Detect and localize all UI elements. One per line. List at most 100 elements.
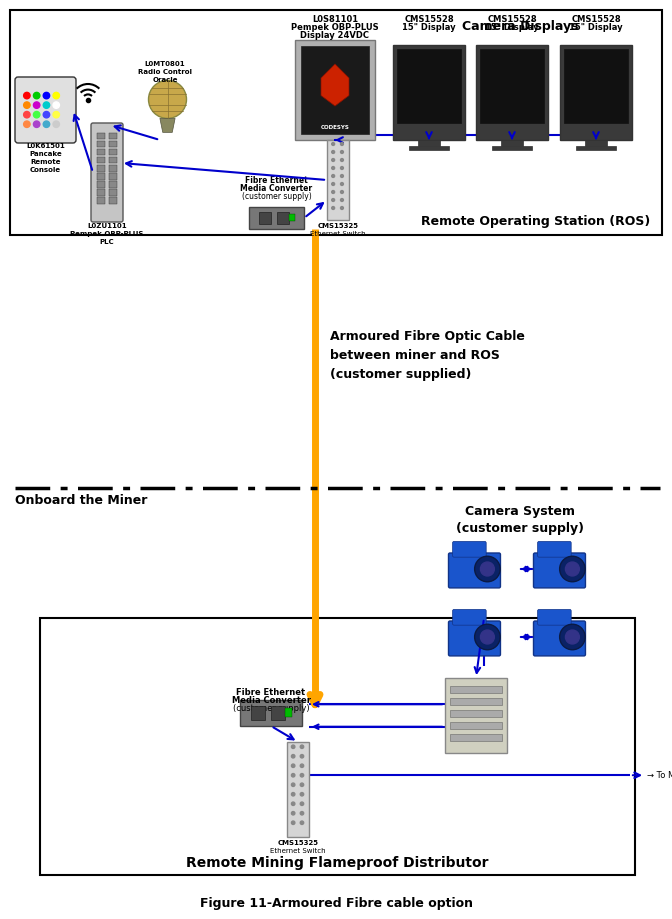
Text: Figure 11-Armoured Fibre cable option: Figure 11-Armoured Fibre cable option bbox=[200, 897, 472, 910]
Circle shape bbox=[332, 159, 335, 162]
Bar bbox=[109, 181, 117, 187]
Bar bbox=[492, 146, 532, 150]
Circle shape bbox=[332, 207, 335, 210]
Bar bbox=[476, 45, 548, 140]
Polygon shape bbox=[160, 119, 175, 132]
Circle shape bbox=[341, 159, 343, 162]
Bar bbox=[480, 49, 544, 123]
Bar bbox=[285, 708, 292, 717]
Circle shape bbox=[34, 121, 40, 128]
Text: CODESYS: CODESYS bbox=[321, 125, 349, 130]
Text: Media Converter: Media Converter bbox=[241, 184, 312, 193]
Circle shape bbox=[292, 783, 295, 787]
Circle shape bbox=[341, 183, 343, 186]
Text: Remote Mining Flameproof Distributor: Remote Mining Flameproof Distributor bbox=[186, 856, 489, 870]
Bar bbox=[450, 709, 502, 717]
Text: Media Converter: Media Converter bbox=[231, 696, 310, 705]
Text: CMS15325: CMS15325 bbox=[317, 223, 358, 229]
Bar bbox=[97, 173, 105, 179]
Circle shape bbox=[292, 764, 295, 767]
FancyBboxPatch shape bbox=[448, 621, 501, 656]
Bar bbox=[109, 141, 117, 147]
Text: Fibre Ethernet: Fibre Ethernet bbox=[245, 176, 308, 185]
FancyBboxPatch shape bbox=[534, 553, 585, 588]
Circle shape bbox=[53, 111, 59, 118]
Text: Ethernet Switch: Ethernet Switch bbox=[270, 848, 326, 854]
Text: Oracle: Oracle bbox=[153, 77, 178, 83]
Text: L0S81101: L0S81101 bbox=[312, 15, 358, 24]
Bar bbox=[109, 157, 117, 164]
Circle shape bbox=[332, 190, 335, 193]
Bar bbox=[97, 165, 105, 172]
Circle shape bbox=[53, 102, 59, 108]
Bar bbox=[585, 140, 607, 146]
FancyBboxPatch shape bbox=[15, 77, 76, 143]
Bar bbox=[287, 742, 309, 837]
Circle shape bbox=[332, 142, 335, 145]
Bar bbox=[418, 140, 439, 146]
Circle shape bbox=[292, 745, 295, 748]
Text: Pempek OBP-PLUS: Pempek OBP-PLUS bbox=[71, 231, 144, 237]
Text: L0ZU1101: L0ZU1101 bbox=[87, 223, 127, 229]
Circle shape bbox=[341, 207, 343, 210]
Circle shape bbox=[24, 92, 30, 99]
Bar bbox=[450, 686, 502, 693]
Bar bbox=[97, 198, 105, 204]
Circle shape bbox=[560, 556, 585, 582]
Text: CMS15325: CMS15325 bbox=[278, 840, 319, 846]
Bar bbox=[109, 173, 117, 179]
Text: Pancake: Pancake bbox=[29, 151, 62, 157]
Circle shape bbox=[332, 151, 335, 153]
Circle shape bbox=[292, 811, 295, 815]
Circle shape bbox=[332, 175, 335, 177]
Bar bbox=[97, 132, 105, 140]
Text: Console: Console bbox=[30, 167, 61, 173]
FancyBboxPatch shape bbox=[538, 541, 571, 557]
Text: (customer supply): (customer supply) bbox=[242, 192, 311, 201]
Bar bbox=[259, 212, 271, 224]
Circle shape bbox=[300, 764, 304, 767]
Bar bbox=[249, 207, 304, 229]
Bar bbox=[560, 45, 632, 140]
Bar bbox=[295, 40, 375, 140]
Text: Remote Operating Station (ROS): Remote Operating Station (ROS) bbox=[421, 215, 650, 228]
Bar bbox=[271, 706, 285, 720]
Circle shape bbox=[300, 774, 304, 777]
Bar bbox=[97, 141, 105, 147]
Bar bbox=[97, 157, 105, 164]
Circle shape bbox=[43, 121, 50, 128]
Circle shape bbox=[24, 102, 30, 108]
Text: PLC: PLC bbox=[99, 239, 114, 245]
Circle shape bbox=[300, 745, 304, 748]
Bar bbox=[251, 706, 265, 720]
Circle shape bbox=[43, 102, 50, 108]
Text: 15" Display: 15" Display bbox=[569, 23, 623, 32]
Polygon shape bbox=[321, 64, 349, 106]
Text: CMS15528: CMS15528 bbox=[487, 15, 537, 24]
Bar bbox=[97, 149, 105, 155]
Circle shape bbox=[474, 624, 500, 650]
Bar bbox=[501, 140, 523, 146]
Text: Armoured Fibre Optic Cable
between miner and ROS
(customer supplied): Armoured Fibre Optic Cable between miner… bbox=[330, 330, 525, 381]
Circle shape bbox=[300, 783, 304, 787]
Bar bbox=[450, 698, 502, 705]
Text: Radio Control: Radio Control bbox=[138, 69, 192, 75]
Text: Ethernet Switch: Ethernet Switch bbox=[310, 231, 366, 237]
Bar bbox=[10, 10, 662, 235]
Bar bbox=[397, 49, 461, 123]
Circle shape bbox=[149, 80, 187, 119]
Text: Camera Displays: Camera Displays bbox=[462, 20, 578, 33]
Bar bbox=[327, 140, 349, 220]
Circle shape bbox=[43, 111, 50, 118]
Circle shape bbox=[480, 630, 495, 644]
Circle shape bbox=[34, 111, 40, 118]
Circle shape bbox=[341, 166, 343, 169]
Circle shape bbox=[24, 121, 30, 128]
Circle shape bbox=[292, 792, 295, 796]
Circle shape bbox=[300, 802, 304, 805]
Text: Pempek OBP-PLUS: Pempek OBP-PLUS bbox=[291, 23, 379, 32]
Circle shape bbox=[24, 111, 30, 118]
Circle shape bbox=[292, 821, 295, 824]
Circle shape bbox=[480, 562, 495, 576]
FancyBboxPatch shape bbox=[452, 541, 486, 557]
